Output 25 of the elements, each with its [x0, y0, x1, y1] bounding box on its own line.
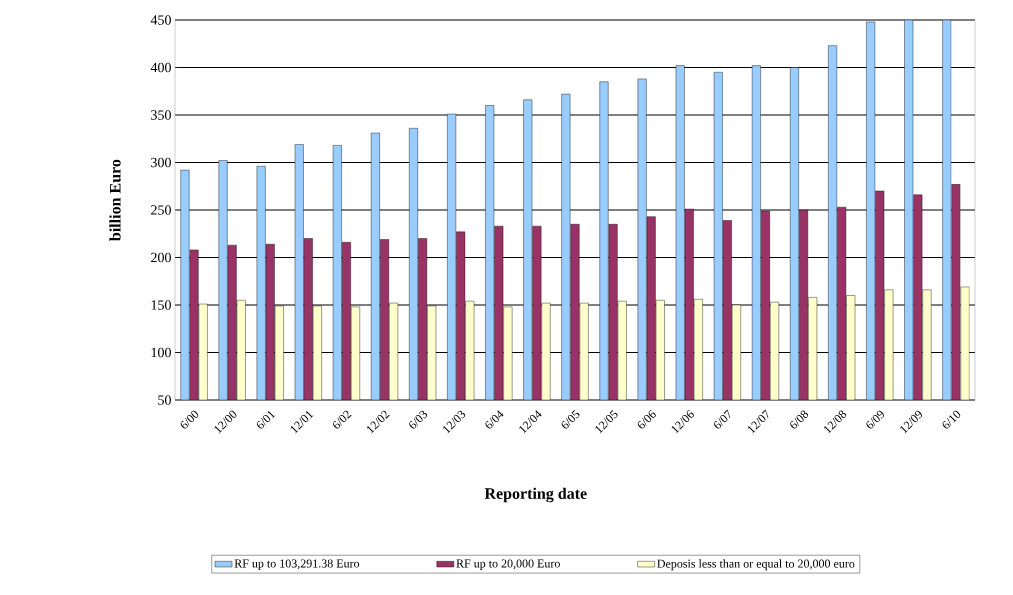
- y-tick-label: 100: [151, 347, 171, 358]
- y-tick-label: 450: [150, 15, 171, 25]
- x-tick-label: 6/09: [866, 410, 884, 429]
- y-axis-title: billion Euro: [109, 159, 121, 241]
- x-tick-label: 6/05: [561, 410, 580, 429]
- y-tick-label: 350: [151, 110, 171, 120]
- x-tick-label: 6/04: [485, 410, 504, 429]
- y-tick-label: 50: [158, 395, 171, 405]
- x-axis-title: Reporting date: [484, 487, 587, 503]
- legend-label: RF up to 20,000 Euro: [456, 559, 560, 570]
- legend-label: Deposis less than or equal to 20,000 euro: [657, 559, 855, 571]
- x-tick-label: 6/06: [637, 410, 656, 429]
- x-tick-label: 6/01: [256, 410, 276, 429]
- x-tick-label: 6/08: [790, 410, 809, 429]
- x-tick-label: 6/00: [180, 410, 199, 429]
- y-tick-label: 400: [150, 62, 171, 73]
- x-tick-label: 6/03: [409, 410, 428, 429]
- y-tick-label: 150: [151, 300, 171, 310]
- x-tick-label: 6/02: [333, 410, 352, 429]
- x-tick-label: 6/07: [714, 409, 731, 429]
- x-tick-label: 6/10: [942, 410, 961, 429]
- y-tick-label: 300: [151, 157, 171, 168]
- y-tick-label: 200: [151, 252, 171, 263]
- y-tick-label: 250: [151, 205, 171, 215]
- legend-label: RF up to 103,291.38 Euro: [234, 559, 360, 570]
